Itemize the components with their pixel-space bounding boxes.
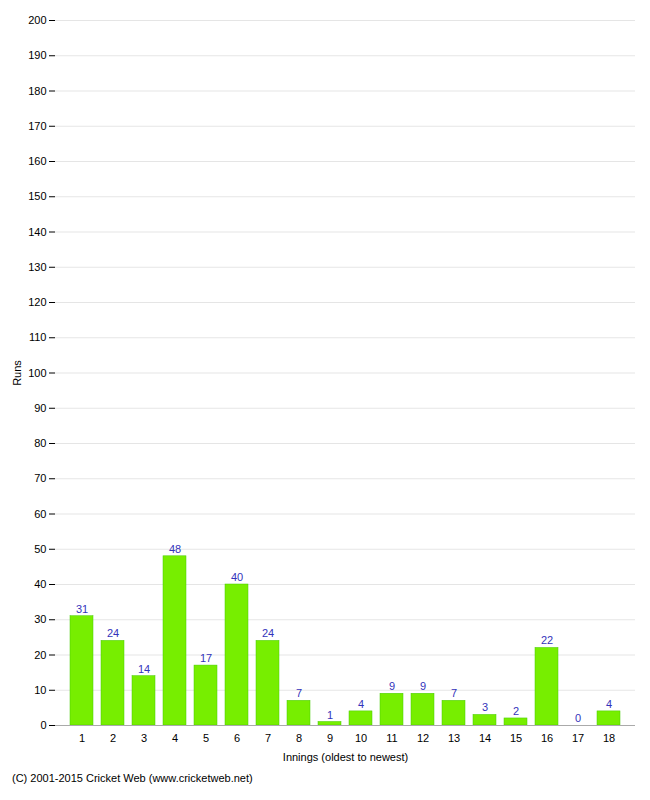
svg-text:7: 7: [265, 732, 271, 744]
svg-text:1: 1: [327, 708, 333, 720]
svg-text:90: 90: [34, 402, 46, 414]
svg-text:7: 7: [451, 687, 457, 699]
svg-text:190: 190: [28, 49, 46, 61]
svg-text:170: 170: [28, 120, 46, 132]
svg-text:130: 130: [28, 261, 46, 273]
svg-text:31: 31: [76, 603, 88, 615]
svg-text:9: 9: [327, 732, 333, 744]
svg-text:7: 7: [296, 687, 302, 699]
svg-text:4: 4: [606, 698, 612, 710]
svg-text:40: 40: [231, 571, 243, 583]
html-text:(C) 2001-2015 Cricket Web (www: (C) 2001-2015 Cricket Web (www.cricketwe…: [12, 772, 253, 784]
svg-text:2: 2: [110, 732, 116, 744]
svg-text:9: 9: [420, 680, 426, 692]
svg-text:2: 2: [513, 705, 519, 717]
svg-text:17: 17: [200, 652, 212, 664]
svg-text:14: 14: [479, 732, 491, 744]
svg-text:120: 120: [28, 296, 46, 308]
svg-text:0: 0: [575, 712, 581, 724]
svg-text:16: 16: [541, 732, 553, 744]
svg-text:4: 4: [172, 732, 178, 744]
svg-text:4: 4: [358, 698, 364, 710]
svg-text:12: 12: [417, 732, 429, 744]
svg-text:9: 9: [389, 680, 395, 692]
svg-text:14: 14: [138, 663, 150, 675]
svg-text:24: 24: [262, 627, 274, 639]
svg-text:50: 50: [34, 543, 46, 555]
svg-text:60: 60: [34, 508, 46, 520]
svg-text:Runs: Runs: [11, 360, 23, 386]
svg-text:0: 0: [40, 719, 46, 731]
svg-text:5: 5: [203, 732, 209, 744]
svg-text:17: 17: [572, 732, 584, 744]
svg-text:6: 6: [234, 732, 240, 744]
svg-text:110: 110: [29, 331, 47, 343]
svg-text:70: 70: [34, 472, 46, 484]
svg-text:15: 15: [510, 732, 522, 744]
svg-text:22: 22: [541, 634, 553, 646]
svg-text:100: 100: [28, 367, 46, 379]
svg-text:10: 10: [355, 732, 367, 744]
svg-text:48: 48: [169, 543, 181, 555]
svg-text:20: 20: [34, 649, 46, 661]
svg-text:40: 40: [34, 578, 46, 590]
svg-text:180: 180: [28, 85, 46, 97]
svg-text:80: 80: [34, 437, 46, 449]
svg-text:140: 140: [28, 226, 46, 238]
svg-text:13: 13: [448, 732, 460, 744]
svg-text:1: 1: [79, 732, 85, 744]
svg-text:3: 3: [482, 701, 488, 713]
svg-text:10: 10: [34, 684, 46, 696]
svg-text:3: 3: [141, 732, 147, 744]
svg-text:8: 8: [296, 732, 302, 744]
svg-text:18: 18: [603, 732, 615, 744]
svg-text:150: 150: [28, 190, 46, 202]
svg-text:11: 11: [386, 732, 397, 744]
svg-text:30: 30: [34, 613, 46, 625]
svg-text:Innings (oldest to newest): Innings (oldest to newest): [283, 751, 408, 763]
svg-text:200: 200: [28, 14, 46, 26]
svg-text:160: 160: [28, 155, 46, 167]
svg-text:24: 24: [107, 627, 119, 639]
